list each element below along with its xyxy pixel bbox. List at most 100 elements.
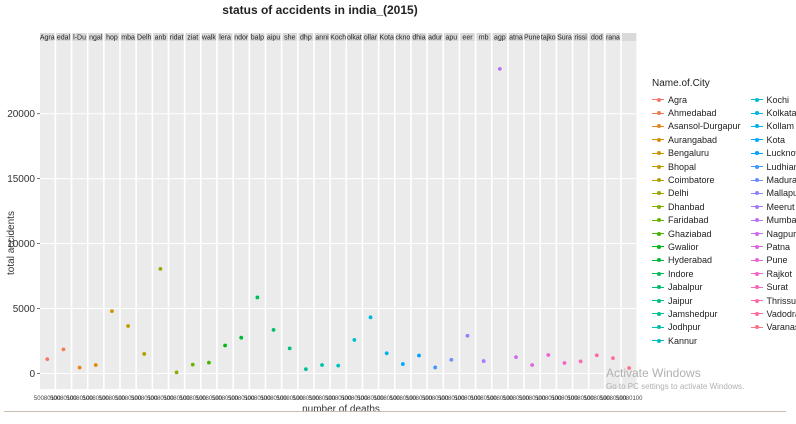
legend-item: Kannur <box>652 334 741 347</box>
legend-item: Dhanbad <box>652 200 741 213</box>
legend-label: Kota <box>766 134 786 145</box>
x-tick-label: 50080100 <box>50 396 77 402</box>
facet-panel <box>233 41 249 389</box>
divider <box>4 411 786 412</box>
x-tick-label: 50080100 <box>551 396 578 402</box>
legend-key-icon <box>750 148 763 158</box>
facet-strip-label: aipu <box>267 34 280 41</box>
data-point <box>190 362 195 367</box>
facet-panel <box>621 41 637 389</box>
legend-item: Coimbatore <box>652 173 741 186</box>
legend-label: Patna <box>766 241 791 252</box>
facet-panel <box>120 41 136 389</box>
legend-label: Gwalior <box>668 241 699 252</box>
legend-key-icon <box>750 269 763 279</box>
legend-label: Mallapuram <box>766 188 796 199</box>
x-tick-label: 50080100 <box>454 396 481 402</box>
facet-strip-label: mba <box>121 34 135 41</box>
y-axis: 0 5000 10000 15000 20000 <box>7 109 40 380</box>
facet-strip <box>605 33 621 41</box>
legend-key-icon <box>750 282 763 292</box>
data-point <box>417 353 421 358</box>
legend-item: Kochi <box>750 93 796 106</box>
legend-key-icon <box>652 296 664 306</box>
facet-strip-label: ridat <box>170 34 184 41</box>
data-point <box>77 365 82 370</box>
legend-item: Vadodra <box>750 307 796 320</box>
facet-strip <box>557 33 572 41</box>
legend-key-icon <box>652 188 664 198</box>
legend-item: Kolkata <box>750 106 796 119</box>
data-point <box>239 335 244 340</box>
x-tick-label: 50080100 <box>276 396 303 402</box>
legend-key-icon <box>750 162 763 172</box>
legend-item: Rajkot <box>750 267 796 280</box>
facet-panel <box>347 41 362 389</box>
x-tick-label: 50080100 <box>34 396 61 402</box>
x-tick-label: 50080100 <box>535 396 562 402</box>
data-point <box>61 347 66 352</box>
facet-strip <box>88 33 104 41</box>
facet-strip-label: eer <box>462 34 473 41</box>
legend-item: Mallapuram <box>750 187 796 200</box>
data-point <box>110 309 114 313</box>
data-point <box>384 351 389 356</box>
facet-strip <box>411 33 427 41</box>
legend-item: Pune <box>750 254 796 267</box>
legend-item: Jamshedpur <box>652 307 741 320</box>
legend-item: Nagpur <box>750 227 796 240</box>
facet-panel <box>557 41 572 389</box>
legend-label: Jaipur <box>668 295 693 306</box>
legend-item: Jabalpur <box>652 280 741 293</box>
legend-label: Meerut <box>766 201 795 212</box>
legend-key-icon <box>652 309 664 319</box>
facet-strip <box>266 33 281 41</box>
facet-panel <box>250 41 265 389</box>
data-point <box>93 363 98 367</box>
facet-strip <box>201 33 217 41</box>
watermark-subtitle: Go to PC settings to activate Windows. <box>606 382 745 391</box>
data-point <box>320 363 324 367</box>
facet-strip-label: balp <box>251 34 264 41</box>
legend-label: Thrissur <box>766 295 796 306</box>
legend-label: Ghaziabad <box>668 228 712 239</box>
facet-panel <box>395 41 411 389</box>
legend-label: Ahmedabad <box>668 108 717 119</box>
x-tick-label: 50080100 <box>325 396 352 402</box>
x-tick-label: 50080100 <box>357 396 384 402</box>
legend-label: Indore <box>668 268 694 279</box>
x-axis-ticks: 5008010050080100500801005008010050080100… <box>34 396 643 402</box>
legend-label: Surat <box>766 282 789 293</box>
legend-item: Gwalior <box>652 240 741 253</box>
legend-key-icon <box>750 188 763 198</box>
legend-label: Jamshedpur <box>668 308 718 319</box>
legend-item: Meerut <box>750 200 796 213</box>
facet-strip-label: Sura <box>557 34 572 41</box>
y-tick-label: 0 <box>29 369 35 380</box>
x-tick-label: 50080100 <box>600 396 627 402</box>
facet-strip-label: anni <box>315 34 329 41</box>
facet-panel <box>298 41 314 389</box>
facet-strip-label: atna <box>509 34 523 41</box>
facet-strip <box>72 33 87 41</box>
facet-strip <box>621 33 637 41</box>
facet-strip-label: Koch <box>330 34 346 41</box>
legend-label: Vadodra <box>766 308 796 319</box>
legend-key-icon <box>652 269 664 279</box>
legend-item: Kota <box>750 133 796 146</box>
data-point <box>627 366 632 370</box>
facet-strip <box>589 33 605 41</box>
facet-panel <box>524 41 540 389</box>
y-tick-label: 5000 <box>13 304 36 315</box>
legend-item: Madurai <box>750 173 796 186</box>
legend-key-icon <box>750 229 763 239</box>
facet-panel <box>104 41 120 389</box>
y-tick-label: 15000 <box>7 174 35 185</box>
data-point <box>336 363 341 368</box>
data-point <box>400 362 405 366</box>
legend-item: Ludhiana <box>750 160 796 173</box>
x-tick-label: 50080100 <box>438 396 465 402</box>
facet-panel <box>605 41 621 389</box>
legend-key-icon <box>652 282 664 292</box>
data-point <box>611 356 615 360</box>
